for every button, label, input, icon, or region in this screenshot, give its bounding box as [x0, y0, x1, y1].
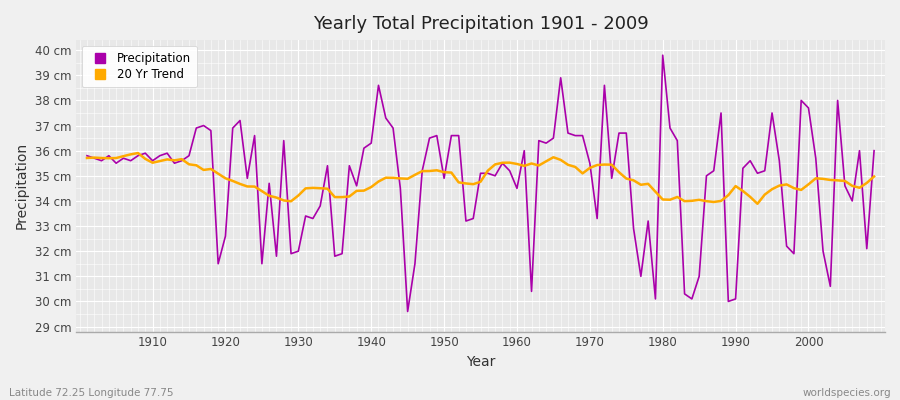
- Text: Latitude 72.25 Longitude 77.75: Latitude 72.25 Longitude 77.75: [9, 388, 174, 398]
- Y-axis label: Precipitation: Precipitation: [15, 142, 29, 230]
- Text: worldspecies.org: worldspecies.org: [803, 388, 891, 398]
- Legend: Precipitation, 20 Yr Trend: Precipitation, 20 Yr Trend: [82, 46, 197, 87]
- X-axis label: Year: Year: [466, 355, 495, 369]
- Title: Yearly Total Precipitation 1901 - 2009: Yearly Total Precipitation 1901 - 2009: [312, 15, 648, 33]
